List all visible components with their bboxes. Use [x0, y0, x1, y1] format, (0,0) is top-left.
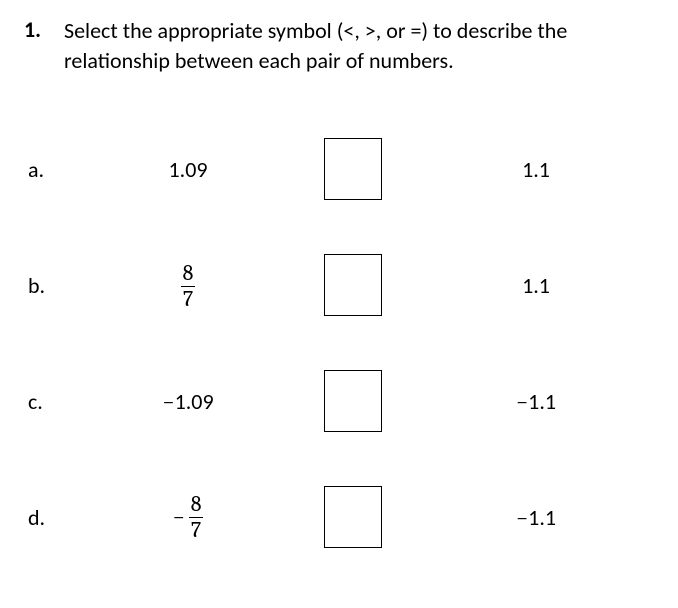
- fraction-d: − 8 7: [173, 493, 204, 542]
- left-value-d: − 8 7: [88, 493, 288, 542]
- answer-box-c[interactable]: [324, 370, 382, 432]
- row-label-c: c.: [28, 388, 88, 415]
- table-row: d. − 8 7 −1.1: [28, 459, 654, 575]
- minus-icon: −: [516, 505, 528, 531]
- question-header: 1. Select the appropriate symbol (<, >, …: [24, 16, 654, 75]
- fraction-numerator: 8: [181, 262, 196, 286]
- left-value-c: −1.09: [88, 388, 288, 415]
- answer-box-wrap: [288, 370, 418, 432]
- answer-box-d[interactable]: [324, 486, 382, 548]
- row-label-d: d.: [28, 504, 88, 531]
- fraction-b: 8 7: [181, 262, 196, 311]
- question-rows: a. 1.09 1.1 b. 8 7 1.1: [24, 111, 654, 575]
- answer-box-a[interactable]: [324, 138, 382, 200]
- left-value-b: 8 7: [88, 259, 288, 311]
- fraction-numerator: 8: [189, 493, 204, 517]
- row-label-b: b.: [28, 272, 88, 299]
- left-value-a: 1.09: [88, 156, 288, 183]
- table-row: b. 8 7 1.1: [28, 227, 654, 343]
- answer-box-wrap: [288, 486, 418, 548]
- fraction-denominator: 7: [181, 286, 195, 311]
- minus-icon: −: [173, 504, 185, 530]
- question-text: Select the appropriate symbol (<, >, or …: [64, 16, 654, 75]
- table-row: c. −1.09 −1.1: [28, 343, 654, 459]
- fraction-denominator: 7: [189, 517, 203, 542]
- right-value-d: −1.1: [418, 504, 654, 531]
- minus-icon: −: [162, 389, 174, 415]
- right-value-a: 1.1: [418, 156, 654, 183]
- answer-box-wrap: [288, 254, 418, 316]
- right-value-b: 1.1: [418, 272, 654, 299]
- row-label-a: a.: [28, 156, 88, 183]
- table-row: a. 1.09 1.1: [28, 111, 654, 227]
- answer-box-wrap: [288, 138, 418, 200]
- answer-box-b[interactable]: [324, 254, 382, 316]
- question-number: 1.: [24, 16, 64, 43]
- right-value-c: −1.1: [418, 388, 654, 415]
- minus-icon: −: [516, 389, 528, 415]
